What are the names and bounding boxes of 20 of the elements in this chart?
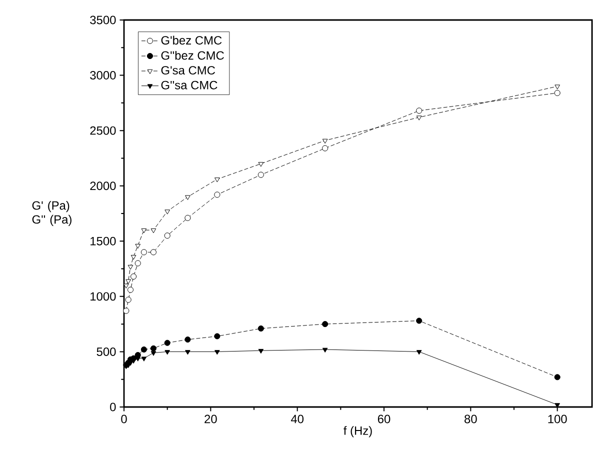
x-axis-title: f (Hz) <box>344 426 372 438</box>
y-tick-label: 3000 <box>90 71 116 80</box>
x-tick-label: 100 <box>548 414 567 424</box>
x-tick-label: 80 <box>464 414 477 424</box>
y-tick-label: 1500 <box>90 236 116 246</box>
y-tick-label: 1000 <box>90 292 116 301</box>
x-tick-label: 0 <box>121 414 127 424</box>
y-tick-label: 3500 <box>90 16 116 24</box>
y-tick-label: 2500 <box>90 126 116 135</box>
legend-label: G''sa CMC <box>161 80 218 90</box>
legend-label: G''bez CMC <box>161 50 224 60</box>
y-axis-title: G' (Pa) G'' (Pa) <box>32 200 72 226</box>
y-tick-label: 0 <box>110 402 116 412</box>
legend-label: G'bez CMC <box>161 36 222 45</box>
x-tick-label: 60 <box>378 414 390 424</box>
x-tick-label: 40 <box>290 414 304 424</box>
y-tick-label: 500 <box>96 347 116 356</box>
x-tick-label: 20 <box>204 414 217 424</box>
legend-label: G'sa CMC <box>161 66 216 75</box>
y-tick-label: 2000 <box>90 182 116 190</box>
